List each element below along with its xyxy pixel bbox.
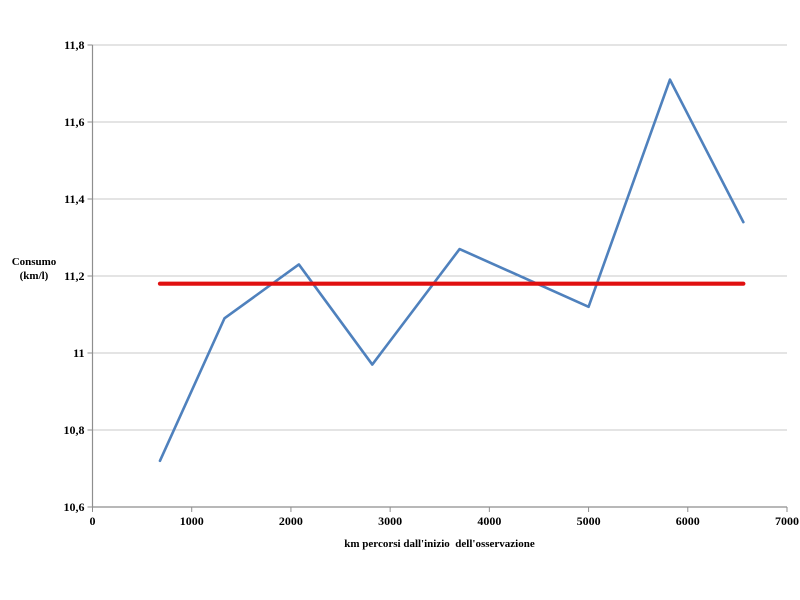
x-tick-label: 4000	[477, 514, 501, 528]
x-tick-label: 7000	[775, 514, 799, 528]
y-tick-label: 11,2	[64, 269, 84, 283]
y-tick-label: 11	[73, 346, 84, 360]
y-tick-label: 11,6	[64, 115, 84, 129]
x-tick-label: 3000	[378, 514, 402, 528]
x-axis-title: km percorsi dall'inizio dell'osservazion…	[344, 538, 535, 550]
x-tick-label: 5000	[577, 514, 601, 528]
y-axis-title-line2: (km/l)	[19, 270, 49, 282]
x-tick-label: 1000	[180, 514, 204, 528]
y-axis-title-line1: Consumo	[11, 256, 57, 268]
y-axis-title: Consumo (km/l)	[4, 255, 64, 283]
y-tick-label: 10,6	[64, 500, 85, 514]
y-tick-label: 11,8	[64, 38, 84, 52]
consumption-line-series	[158, 78, 745, 463]
y-tick-label: 10,8	[64, 423, 85, 437]
x-tick-label: 0	[90, 514, 96, 528]
x-tick-label: 2000	[279, 514, 303, 528]
y-tick-label: 11,4	[64, 192, 84, 206]
x-tick-label: 6000	[676, 514, 700, 528]
